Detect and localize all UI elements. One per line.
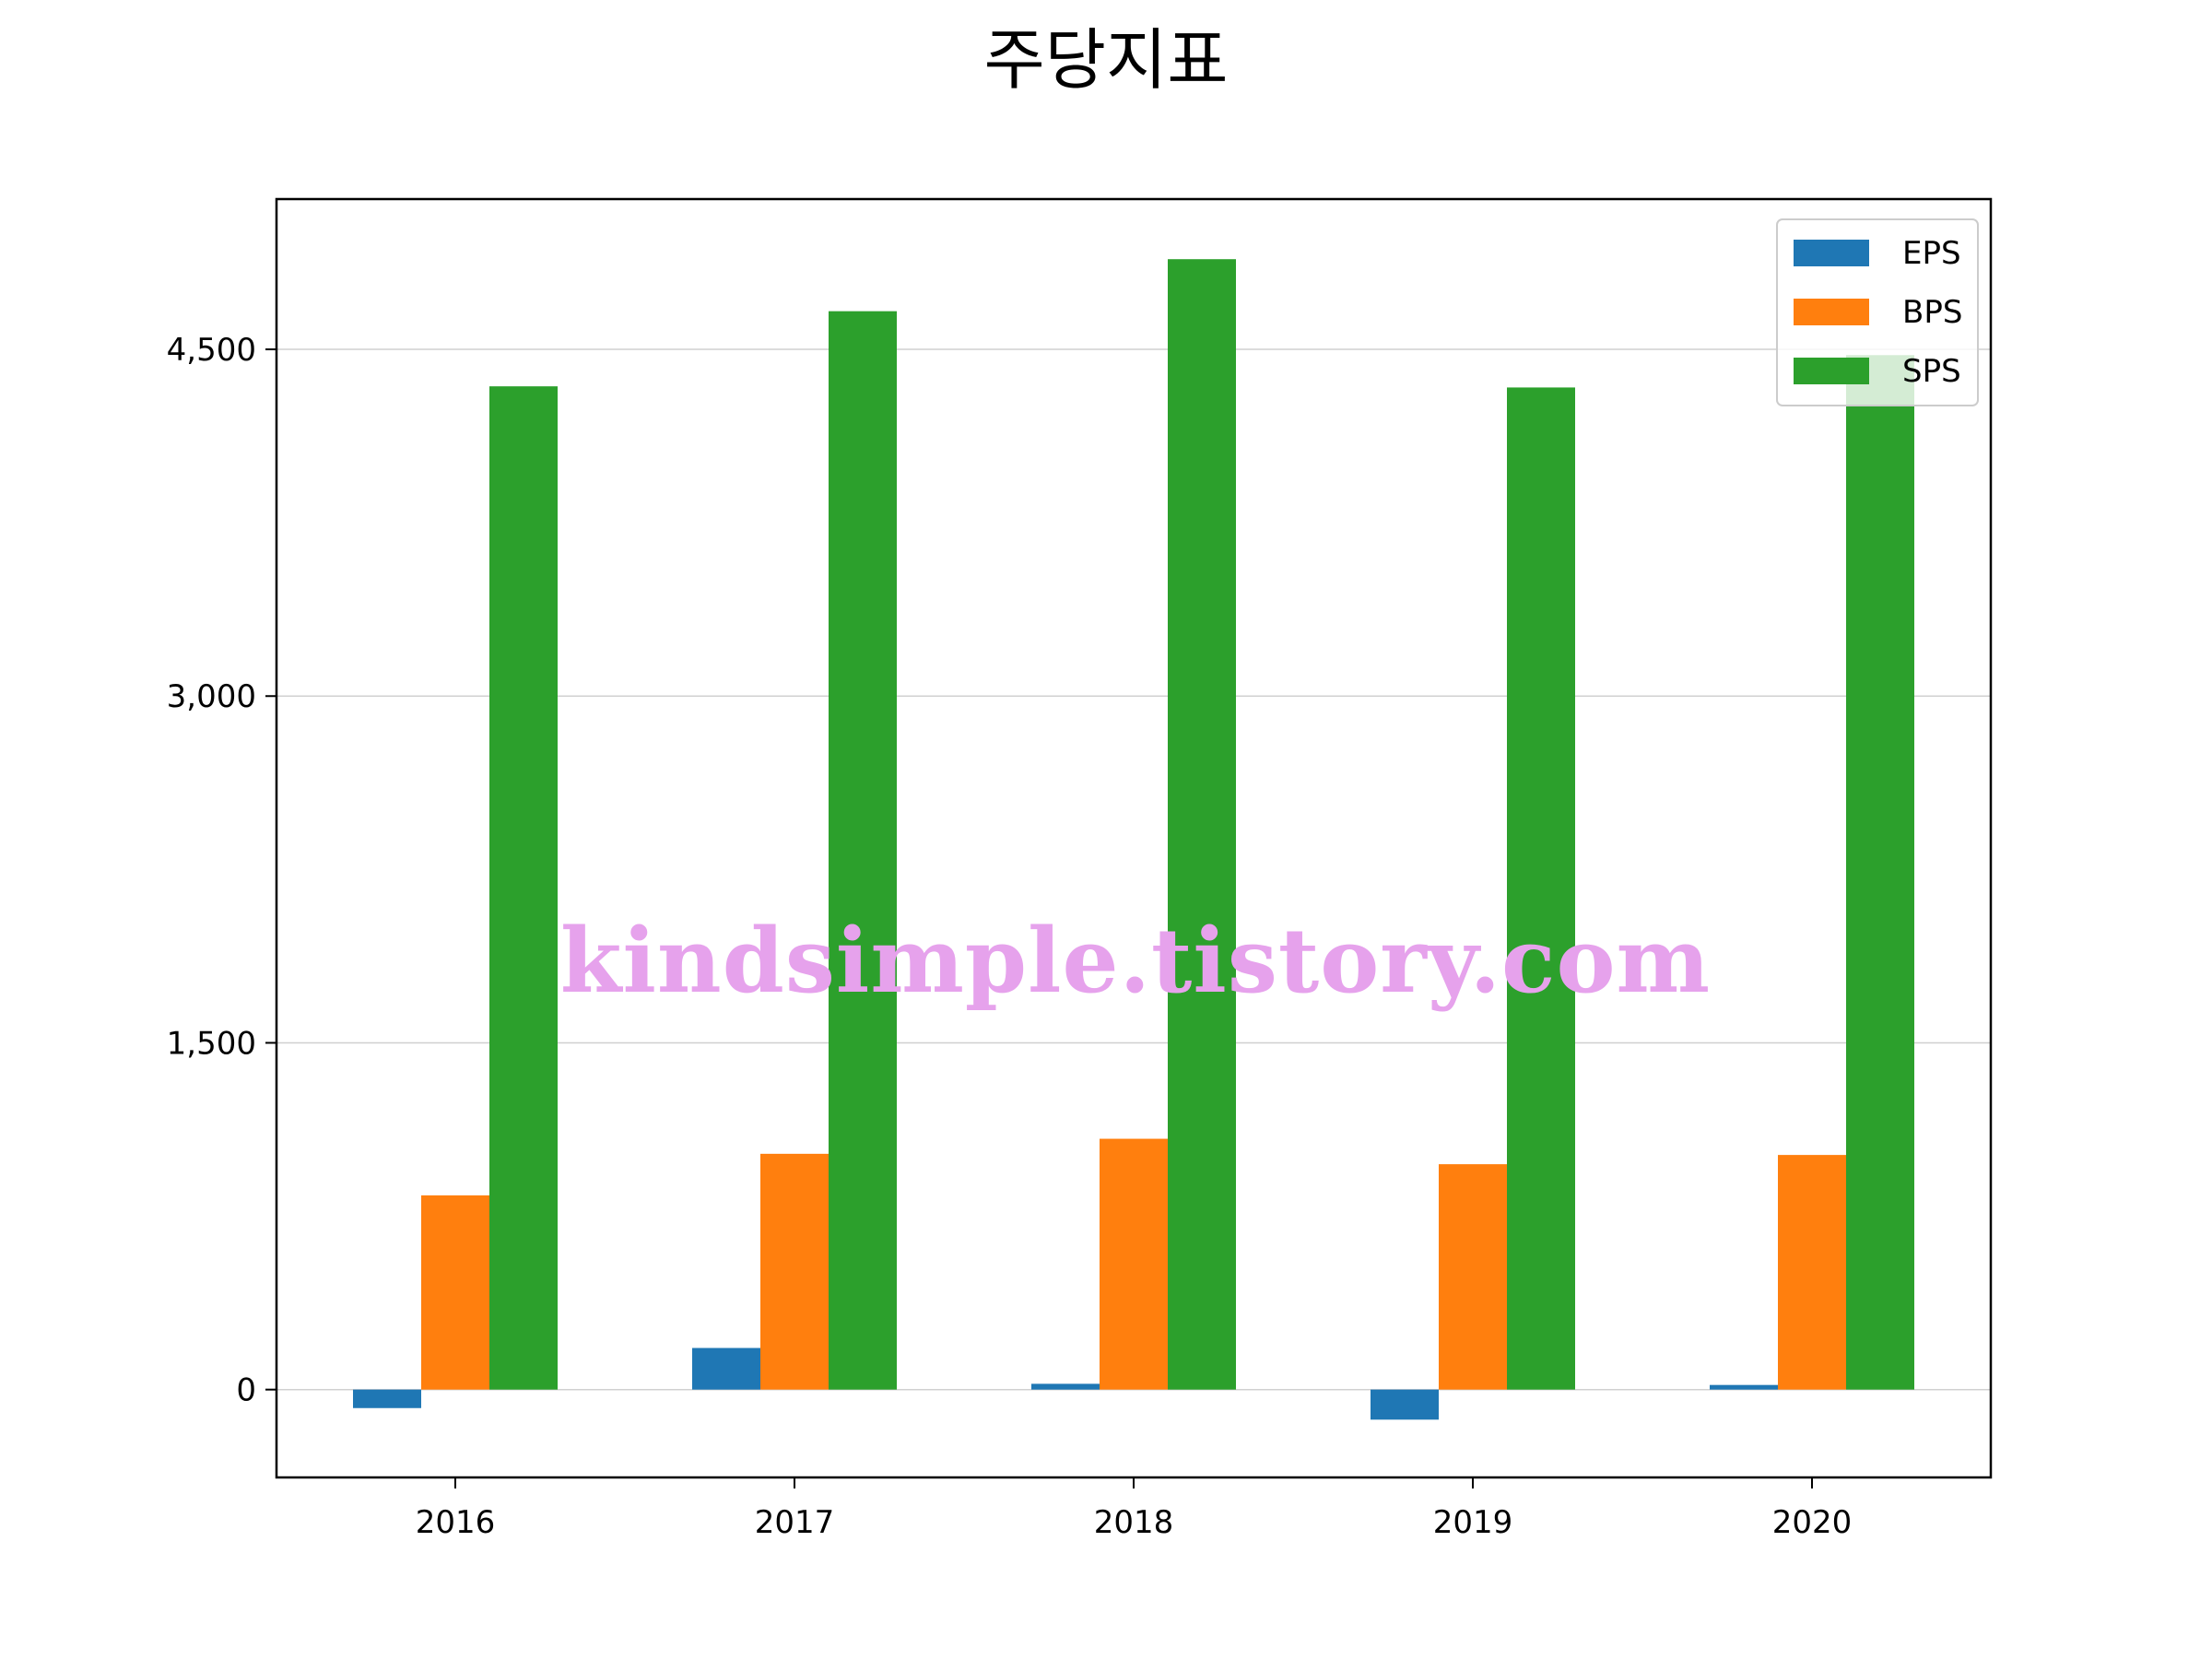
legend-swatch-sps (1794, 358, 1869, 384)
x-tick-label: 2016 (416, 1504, 496, 1541)
bar-bps-2018 (1100, 1138, 1168, 1390)
bar-sps-2016 (489, 386, 558, 1390)
x-tick-label: 2019 (1433, 1504, 1513, 1541)
bar-bps-2019 (1439, 1164, 1507, 1390)
x-tick-label: 2020 (1772, 1504, 1853, 1541)
legend-swatch-eps (1794, 240, 1869, 266)
x-tick-label: 2017 (755, 1504, 835, 1541)
legend-label-bps: BPS (1902, 294, 1962, 331)
bar-sps-2020 (1846, 355, 1914, 1390)
legend-label-eps: EPS (1902, 235, 1961, 272)
bar-bps-2016 (421, 1195, 489, 1390)
chart-title: 주당지표 (984, 21, 1229, 99)
bar-eps-2019 (1371, 1389, 1439, 1420)
y-tick-label: 0 (236, 1372, 256, 1409)
bars (353, 259, 1914, 1420)
y-tick-label: 1,500 (167, 1025, 256, 1062)
bar-sps-2018 (1168, 259, 1236, 1390)
bar-eps-2017 (692, 1347, 760, 1390)
bar-bps-2020 (1778, 1155, 1846, 1390)
bar-eps-2016 (353, 1389, 421, 1408)
y-tick-label: 3,000 (167, 678, 256, 715)
legend-swatch-bps (1794, 299, 1869, 325)
bar-sps-2019 (1507, 387, 1575, 1390)
legend-label-sps: SPS (1902, 353, 1961, 390)
y-axis: 0 1,500 3,000 4,500 (167, 332, 276, 1409)
x-axis: 2016 2017 2018 2019 2020 (416, 1477, 1853, 1541)
y-tick-label: 4,500 (167, 332, 256, 369)
bar-bps-2017 (760, 1153, 829, 1390)
bar-eps-2020 (1710, 1384, 1778, 1390)
watermark: kindsimple.tistory.com (560, 909, 1711, 1013)
legend: EPS BPS SPS (1776, 218, 1979, 406)
bar-eps-2018 (1031, 1383, 1100, 1390)
x-tick-label: 2018 (1094, 1504, 1174, 1541)
bar-sps-2017 (829, 311, 897, 1390)
